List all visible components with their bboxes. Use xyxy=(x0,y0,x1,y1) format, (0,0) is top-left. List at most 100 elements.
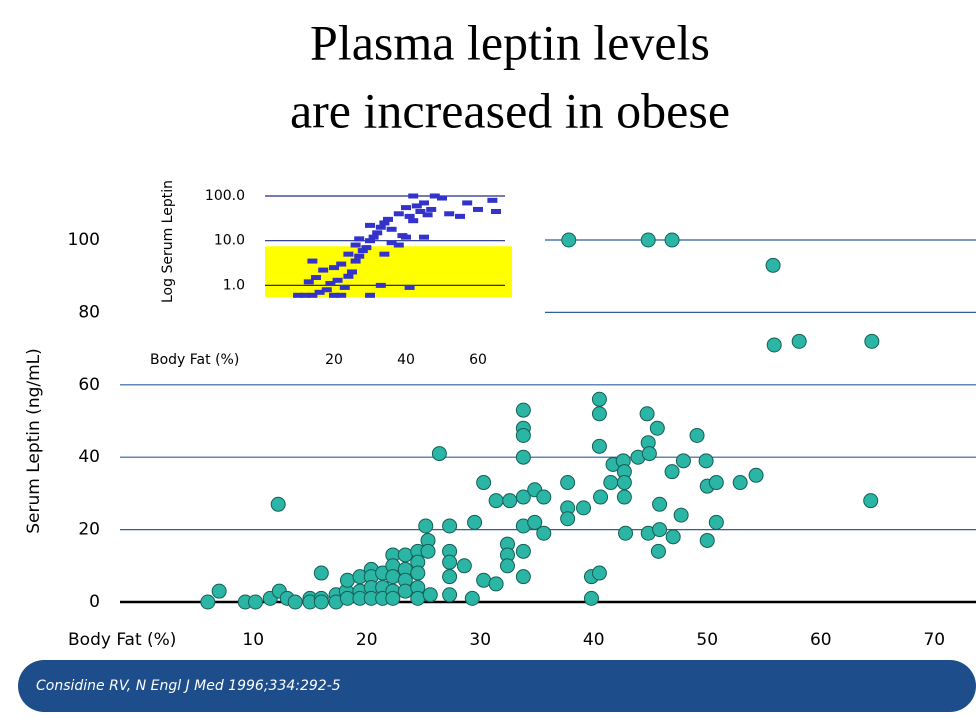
point xyxy=(429,193,440,199)
x-axis-label: Body Fat (%) xyxy=(68,630,176,650)
point xyxy=(375,224,386,230)
point xyxy=(791,333,807,349)
point xyxy=(583,590,599,606)
point xyxy=(515,543,531,559)
point xyxy=(307,258,318,264)
point xyxy=(641,446,657,462)
point xyxy=(560,475,576,491)
x-tick-label: 70 xyxy=(923,630,945,650)
point xyxy=(591,406,607,422)
point xyxy=(336,261,347,267)
point xyxy=(329,265,339,271)
point xyxy=(652,496,668,512)
point xyxy=(576,500,592,516)
point xyxy=(444,211,455,217)
point xyxy=(527,514,543,530)
point xyxy=(419,200,429,206)
point xyxy=(303,279,314,285)
x-tick-label: 40 xyxy=(397,352,415,368)
point xyxy=(287,594,303,610)
point xyxy=(383,216,393,222)
point xyxy=(689,427,705,443)
point xyxy=(401,234,411,240)
title-line: Plasma leptin levels xyxy=(310,14,710,70)
point xyxy=(418,518,434,534)
point xyxy=(410,565,426,581)
point xyxy=(652,522,668,538)
point xyxy=(616,475,632,491)
point xyxy=(300,292,311,298)
point xyxy=(247,594,263,610)
point xyxy=(488,576,504,592)
point xyxy=(385,590,401,606)
point xyxy=(408,218,419,224)
point xyxy=(415,209,426,215)
point xyxy=(325,281,336,287)
point xyxy=(347,269,357,275)
point xyxy=(499,558,515,574)
y-tick-label: 60 xyxy=(78,375,100,395)
point xyxy=(639,406,655,422)
point xyxy=(515,449,531,465)
point xyxy=(293,292,303,298)
point xyxy=(361,245,372,251)
point xyxy=(379,220,390,226)
point xyxy=(313,565,329,581)
point xyxy=(350,258,361,264)
point xyxy=(591,565,607,581)
citation: Considine RV, N Engl J Med 1996;334:292-… xyxy=(36,678,341,694)
point xyxy=(404,213,415,219)
point xyxy=(422,587,438,603)
point xyxy=(473,206,483,212)
point xyxy=(314,289,325,295)
point xyxy=(211,583,227,599)
point xyxy=(536,525,552,541)
point xyxy=(488,493,504,509)
point xyxy=(397,547,413,563)
point xyxy=(487,197,498,203)
point xyxy=(766,337,782,353)
x-tick-label: 50 xyxy=(696,630,718,650)
point xyxy=(665,529,681,545)
point xyxy=(476,572,492,588)
point xyxy=(385,569,401,585)
point xyxy=(664,232,680,248)
point xyxy=(411,203,422,209)
point xyxy=(313,594,329,610)
y-tick-label: 80 xyxy=(78,302,100,322)
point xyxy=(270,496,286,512)
point xyxy=(442,569,458,585)
point xyxy=(664,464,680,480)
point xyxy=(368,234,379,240)
point xyxy=(616,489,632,505)
title-line: are increased in obese xyxy=(290,82,730,138)
point xyxy=(515,402,531,418)
y-tick-label: 20 xyxy=(78,520,100,540)
point xyxy=(350,242,361,248)
point xyxy=(442,554,458,570)
point xyxy=(332,277,343,283)
point xyxy=(708,475,724,491)
point xyxy=(307,292,318,298)
point xyxy=(464,590,480,606)
point xyxy=(673,507,689,523)
y-tick-label: 1.0 xyxy=(223,277,245,293)
point xyxy=(339,284,350,290)
point xyxy=(420,543,436,559)
point xyxy=(410,590,426,606)
point xyxy=(442,518,458,534)
point xyxy=(375,282,386,288)
point xyxy=(437,195,447,201)
point xyxy=(404,284,415,290)
point xyxy=(336,292,347,298)
point xyxy=(456,558,472,574)
x-tick-label: 30 xyxy=(469,630,491,650)
point xyxy=(200,594,216,610)
point xyxy=(318,267,329,273)
point xyxy=(343,273,354,279)
point xyxy=(311,275,321,281)
point xyxy=(515,427,531,443)
point xyxy=(591,438,607,454)
x-tick-label: 10 xyxy=(242,630,264,650)
